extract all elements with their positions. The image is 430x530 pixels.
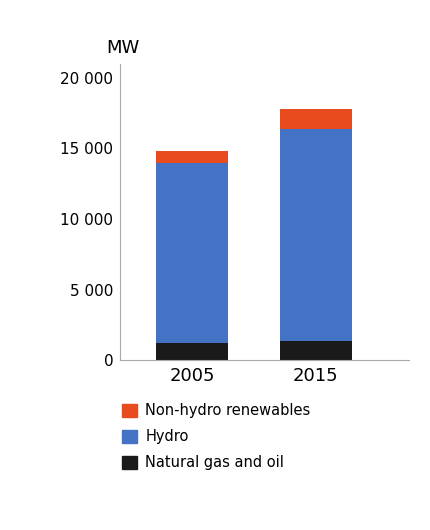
Text: MW: MW <box>106 39 139 57</box>
Bar <box>280 341 352 360</box>
Bar <box>157 343 228 360</box>
Legend: Non-hydro renewables, Hydro, Natural gas and oil: Non-hydro renewables, Hydro, Natural gas… <box>122 403 310 470</box>
Bar <box>280 129 352 341</box>
Bar <box>157 163 228 343</box>
Bar <box>157 151 228 163</box>
Bar <box>280 109 352 129</box>
